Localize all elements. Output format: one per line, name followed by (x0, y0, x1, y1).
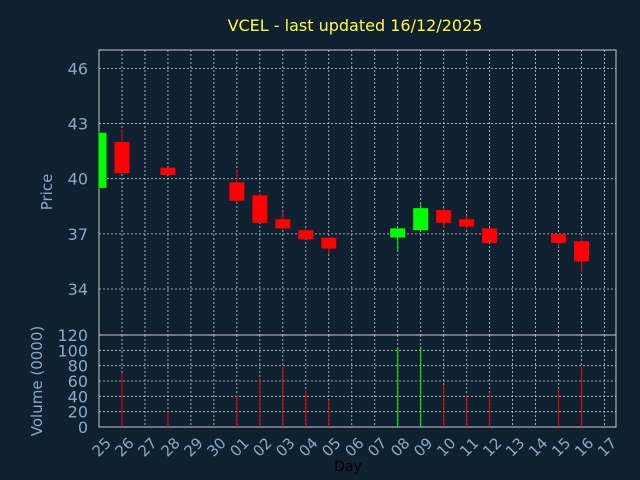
candle-down (321, 237, 337, 249)
price-tick-label: 37 (68, 225, 88, 244)
volume-panel-frame (98, 334, 617, 428)
volume-tick-label: 120 (57, 326, 88, 345)
x-axis-label: Day (334, 459, 362, 475)
price-tick-label: 43 (68, 115, 88, 134)
volume-tick-label: 100 (57, 341, 88, 360)
x-axis-ticks: 2526272829300102030405060708091011121314… (89, 434, 621, 460)
candle-down (551, 233, 567, 244)
candle-up (413, 208, 429, 231)
candle-down (229, 182, 245, 201)
price-tick-label: 40 (68, 170, 88, 189)
price-axis-label: Price (38, 174, 56, 211)
chart-title: VCEL - last updated 16/12/2025 (228, 16, 483, 35)
price-tick-label: 34 (68, 280, 88, 299)
volume-axis-label: Volume (0000) (28, 326, 46, 436)
volume-tick-label: 60 (68, 372, 88, 391)
volume-tick-label: 0 (78, 418, 88, 437)
price-panel: 34 37 40 43 46 Price (38, 49, 617, 336)
candles (98, 129, 590, 273)
candle-down (482, 228, 498, 244)
volume-bars (121, 346, 583, 427)
candle-down (436, 209, 452, 223)
price-grid (99, 50, 616, 335)
candle-up (390, 228, 406, 238)
volume-tick-label: 20 (68, 403, 88, 422)
candle-down (275, 219, 291, 229)
candle-down (252, 195, 268, 223)
volume-tick-label: 80 (68, 357, 88, 376)
candle-down (574, 241, 590, 262)
volume-tick-label: 40 (68, 387, 88, 406)
candle-down (298, 230, 314, 240)
price-tick-label: 46 (68, 59, 88, 78)
candle-down (459, 219, 475, 227)
candle-down (160, 167, 176, 176)
price-y-ticks: 34 37 40 43 46 (68, 59, 88, 299)
candle-down (114, 141, 130, 174)
candle-up (99, 132, 107, 188)
